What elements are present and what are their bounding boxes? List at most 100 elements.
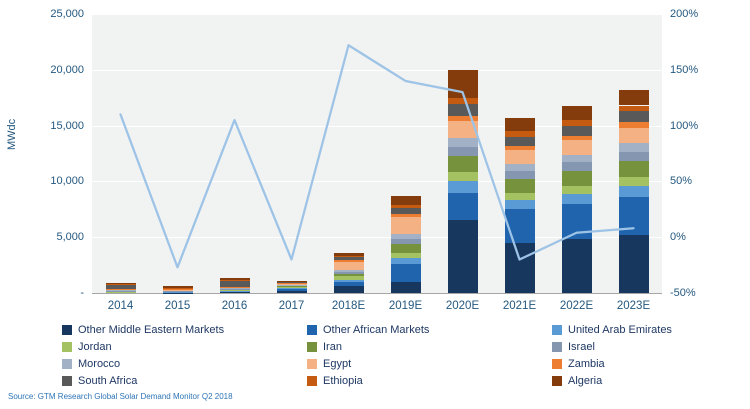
bar-segment xyxy=(219,291,250,293)
bar-segment xyxy=(390,263,421,282)
bar-segment xyxy=(447,104,478,116)
x-axis-category-label: 2022E xyxy=(559,300,594,312)
bar-segment xyxy=(618,143,649,153)
legend-item: South Africa xyxy=(62,374,307,388)
right-axis-tick-label: 0% xyxy=(670,231,686,244)
legend-swatch xyxy=(552,359,562,369)
bar-segment xyxy=(162,292,193,294)
bar-segment xyxy=(162,290,193,292)
bar-segment xyxy=(504,242,535,293)
bar-segment xyxy=(390,252,421,259)
bar-segment xyxy=(447,115,478,122)
bar-segment xyxy=(561,105,592,120)
bar-segment xyxy=(504,192,535,201)
legend-swatch xyxy=(307,359,317,369)
bar-segment xyxy=(390,195,421,205)
bar-segment xyxy=(276,289,307,292)
bar-segment xyxy=(561,171,592,186)
bar-segment xyxy=(333,276,364,280)
legend-label: Jordan xyxy=(78,341,112,353)
bar-segment xyxy=(618,152,649,162)
right-axis-tick-label: 100% xyxy=(670,119,699,132)
right-axis-tick-label: -50% xyxy=(670,287,696,299)
bar-segment xyxy=(333,256,364,260)
bar-segment xyxy=(447,220,478,293)
bar-segment xyxy=(276,286,307,288)
legend-item: Ethiopia xyxy=(307,374,552,388)
gridline xyxy=(92,14,662,15)
legend-swatch xyxy=(552,376,562,386)
bar-segment xyxy=(390,204,421,209)
x-axis-category-label: 2015 xyxy=(164,300,191,312)
bar-segment xyxy=(504,179,535,193)
bar-segment xyxy=(504,200,535,210)
bar-segment xyxy=(447,172,478,182)
bar-segment xyxy=(390,243,421,253)
x-axis-category-label: 2017 xyxy=(278,300,305,312)
bar-segment xyxy=(504,209,535,243)
legend-item: Zambia xyxy=(552,357,722,371)
bar-segment xyxy=(333,259,364,262)
bar-segment xyxy=(390,281,421,293)
legend-swatch xyxy=(307,342,317,352)
bar-segment xyxy=(390,239,421,244)
bar-segment xyxy=(390,233,421,240)
bar-segment xyxy=(390,213,421,218)
x-axis-category-label: 2019E xyxy=(388,300,423,312)
bar-segment xyxy=(105,283,136,289)
bar-segment xyxy=(276,291,307,293)
bar-segment xyxy=(333,274,364,277)
bar-segment xyxy=(504,117,535,132)
bar-segment xyxy=(561,135,592,141)
bar-segment xyxy=(390,208,421,214)
bar-segment xyxy=(333,255,364,257)
bar-segment xyxy=(333,279,364,282)
x-axis-category-label: 2023E xyxy=(616,300,651,312)
left-axis-tick-label: 5,000 xyxy=(56,231,84,244)
bar-segment xyxy=(105,283,136,284)
bar-segment xyxy=(447,181,478,193)
bar-segment xyxy=(276,286,307,287)
bar-segment xyxy=(333,261,364,270)
bar-segment xyxy=(504,171,535,180)
legend-item: Egypt xyxy=(307,357,552,371)
x-axis-category-label: 2016 xyxy=(221,300,248,312)
bar-segment xyxy=(105,289,136,292)
right-axis-tick-label: 50% xyxy=(670,175,693,188)
bar-segment xyxy=(504,131,535,137)
bar-segment xyxy=(504,163,535,172)
legend-swatch xyxy=(62,359,72,369)
bar-segment xyxy=(618,234,649,293)
bar-segment xyxy=(219,289,250,291)
legend-label: United Arab Emirates xyxy=(568,324,672,336)
legend-label: Other Middle Eastern Markets xyxy=(78,324,225,336)
bar-segment xyxy=(504,150,535,164)
bar-segment xyxy=(105,291,136,292)
bar-segment xyxy=(390,217,421,234)
bar-segment xyxy=(162,289,193,291)
bar-segment xyxy=(618,111,649,123)
bar-segment xyxy=(447,97,478,105)
legend-label: Ethiopia xyxy=(323,375,363,387)
bar-segment xyxy=(618,185,649,198)
bar-segment xyxy=(561,162,592,172)
legend-swatch xyxy=(62,376,72,386)
legend-swatch xyxy=(552,342,562,352)
bar-segment xyxy=(333,271,364,274)
bar-segment xyxy=(561,125,592,136)
legend-item: Israel xyxy=(552,340,722,354)
bar-segment xyxy=(561,154,592,163)
bar-segment xyxy=(561,193,592,204)
bar-segment xyxy=(162,287,193,289)
bar-segment xyxy=(618,176,649,186)
right-axis-tick-label: 200% xyxy=(670,8,699,20)
legend-item: United Arab Emirates xyxy=(552,323,722,337)
bar-segment xyxy=(219,288,250,290)
legend-item: Iran xyxy=(307,340,552,354)
gridline xyxy=(92,69,662,71)
legend-item: Jordan xyxy=(62,340,307,354)
right-axis-tick-label: 150% xyxy=(670,63,699,76)
legend-label: Zambia xyxy=(568,358,605,370)
bar-segment xyxy=(561,140,592,155)
legend-label: Israel xyxy=(568,341,595,353)
